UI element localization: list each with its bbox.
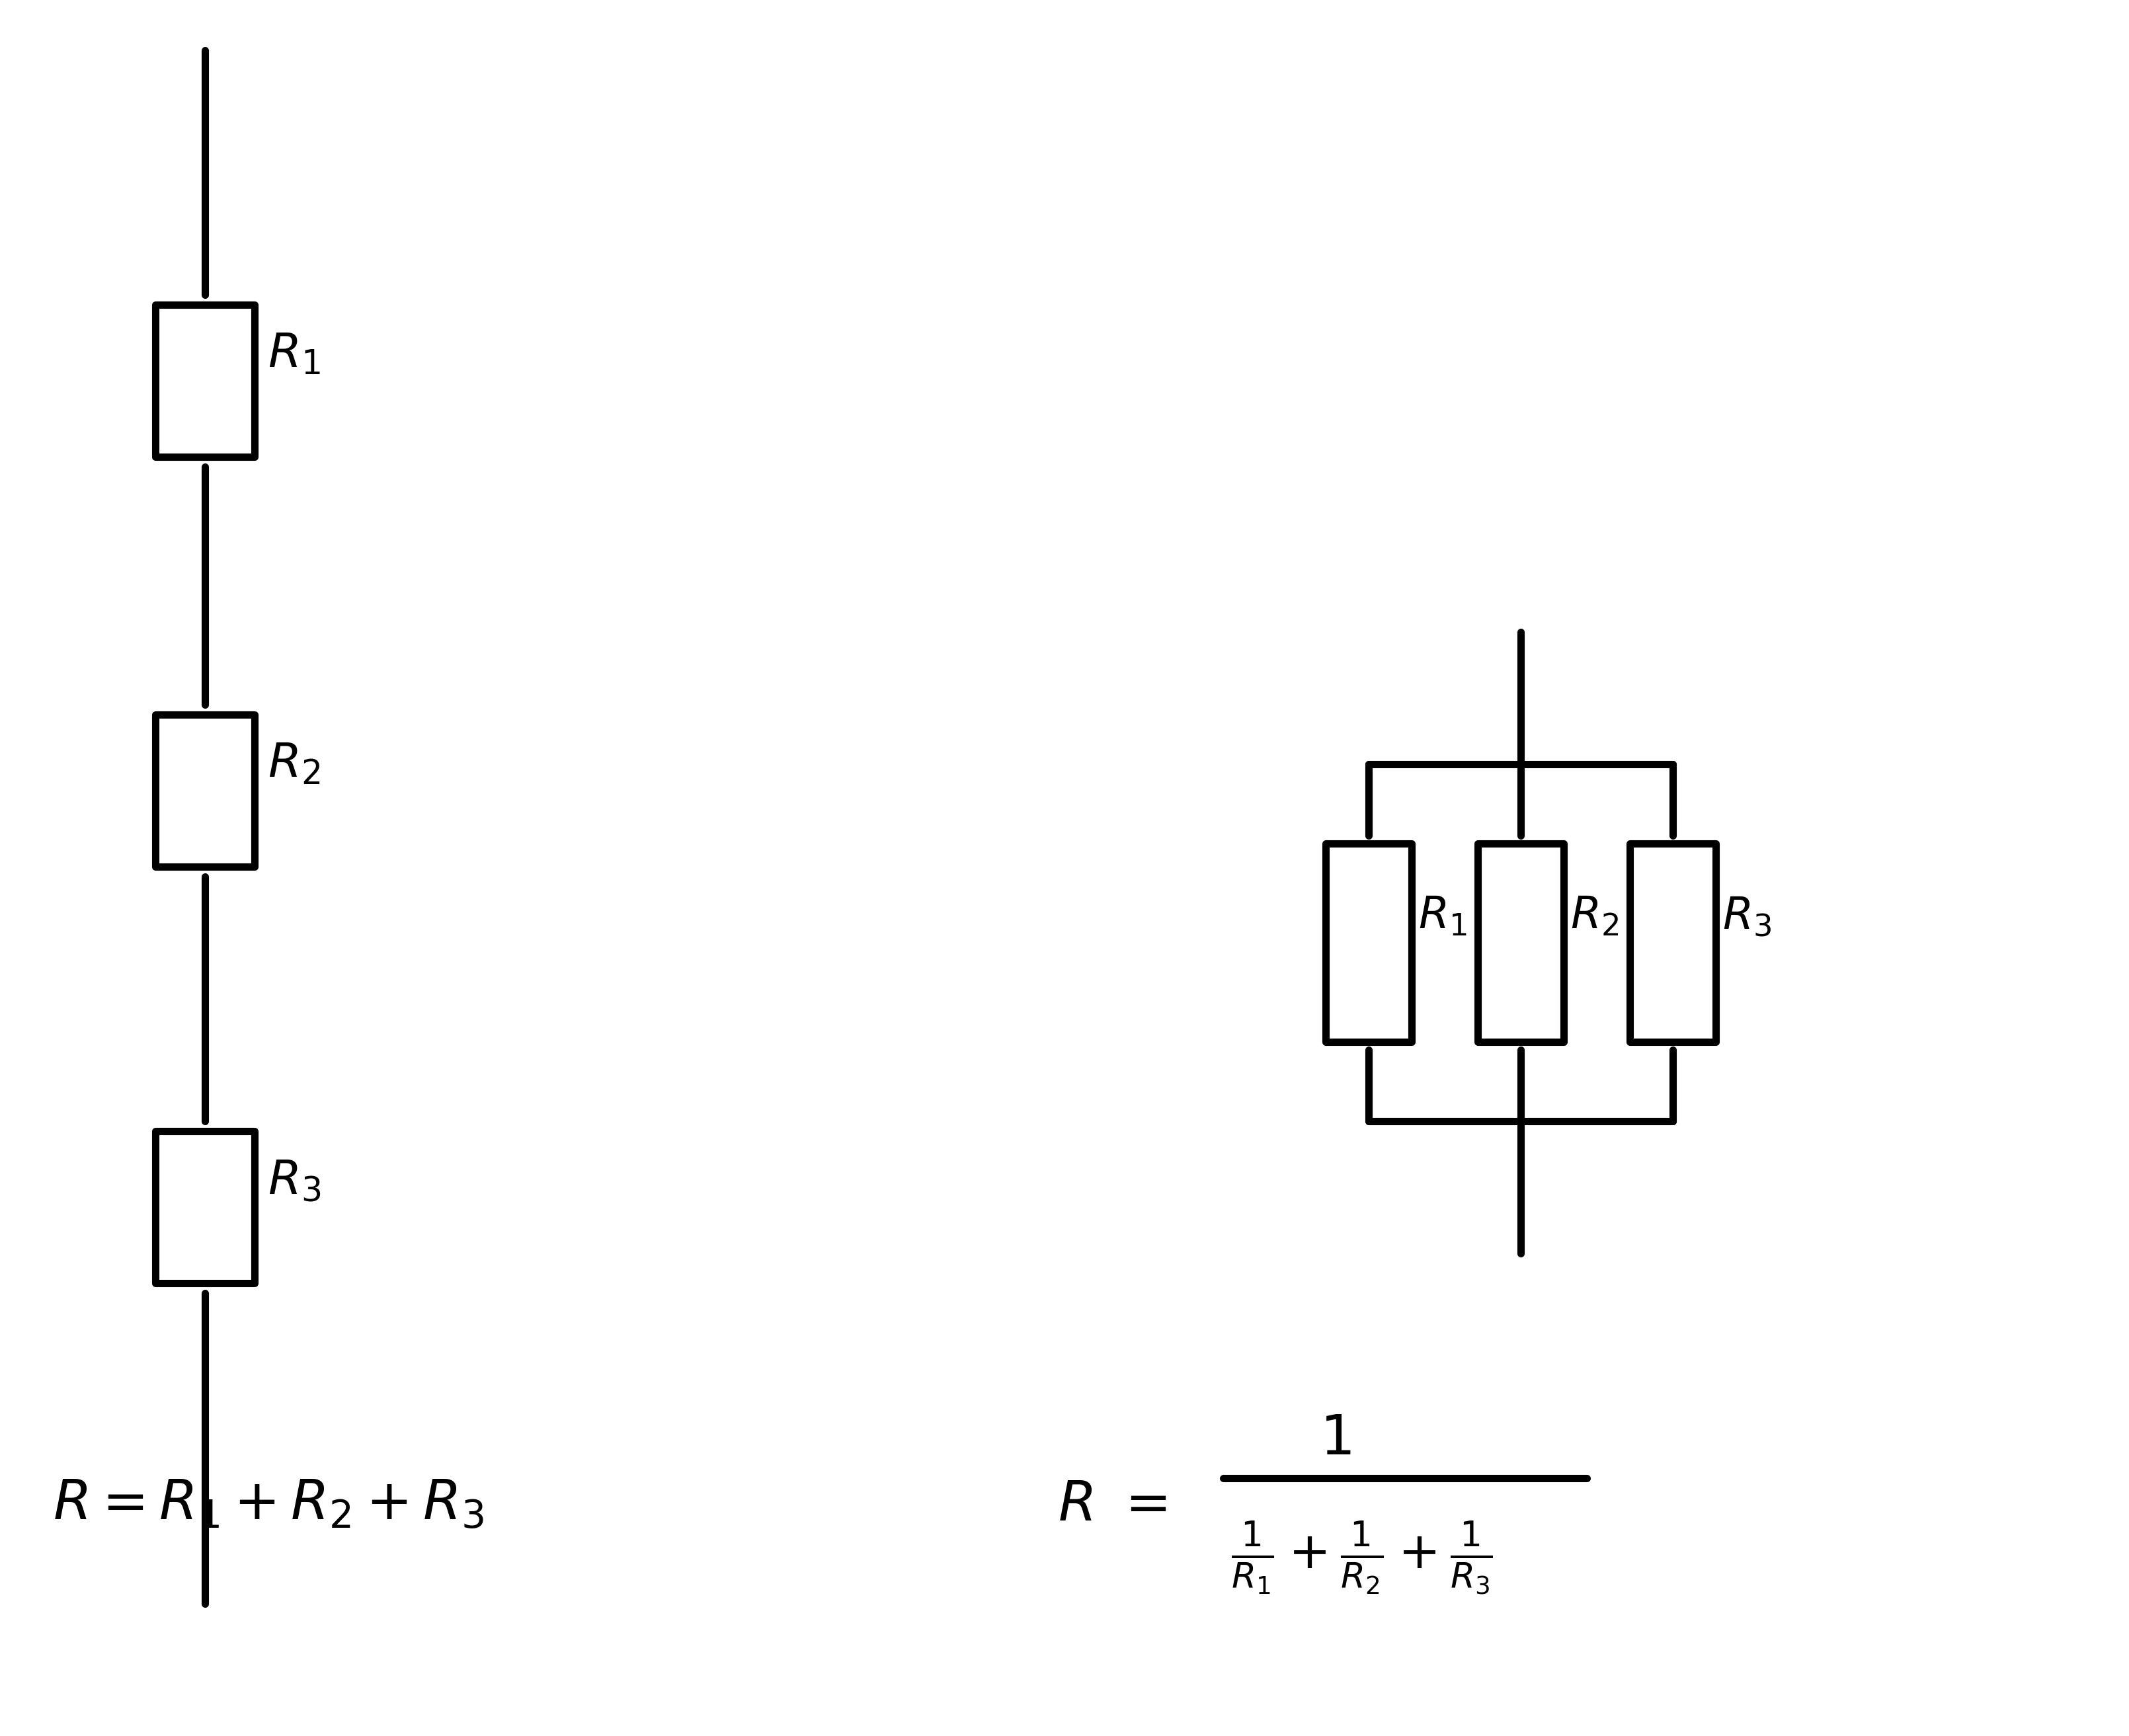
Text: $R = R_1 + R_2 + R_3$: $R = R_1 + R_2 + R_3$ [53, 1477, 483, 1531]
Bar [155, 306, 255, 457]
Bar [155, 1132, 255, 1283]
Bar [1326, 844, 1412, 1042]
Text: $1$: $1$ [1320, 1411, 1352, 1465]
Bar [155, 715, 255, 866]
Text: $R_2$: $R_2$ [268, 741, 319, 786]
Text: $R_3$: $R_3$ [268, 1158, 321, 1203]
Text: $R_1$: $R_1$ [268, 332, 321, 377]
Text: $\frac{1}{R_1}+\frac{1}{R_2}+\frac{1}{R_3}$: $\frac{1}{R_1}+\frac{1}{R_2}+\frac{1}{R_… [1231, 1519, 1492, 1595]
Text: $R\ =$: $R\ =$ [1058, 1477, 1167, 1531]
Text: $R_2$: $R_2$ [1571, 894, 1618, 937]
Bar [1631, 844, 1716, 1042]
Bar [1478, 844, 1563, 1042]
Text: $R_1$: $R_1$ [1418, 894, 1467, 937]
Text: $R_3$: $R_3$ [1722, 894, 1771, 937]
